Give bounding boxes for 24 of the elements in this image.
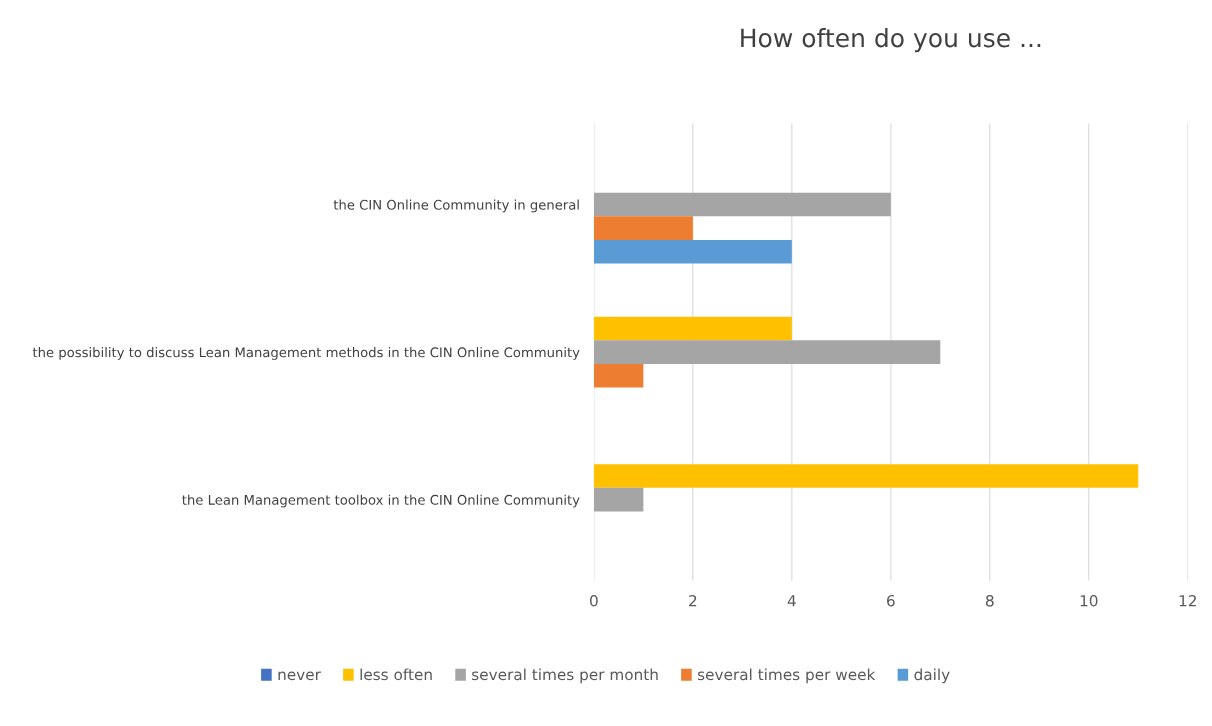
legend-label: several times per week bbox=[697, 668, 876, 684]
bar bbox=[593, 340, 941, 364]
x-tick-label: 4 bbox=[787, 595, 796, 607]
bar bbox=[593, 192, 891, 217]
x-tick-label: 0 bbox=[590, 594, 598, 607]
x-tick-label: 10 bbox=[1080, 594, 1098, 607]
chart-title: How often do you use ... bbox=[741, 28, 1041, 53]
legend-label: daily bbox=[914, 668, 950, 684]
y-tick-label: the possibility to discuss Lean Management methods in the CIN Online Community bbox=[32, 347, 580, 360]
x-tick-label: 8 bbox=[985, 594, 994, 607]
x-tick-label: 2 bbox=[689, 594, 697, 607]
bar bbox=[593, 316, 792, 341]
legend-label: never bbox=[278, 671, 321, 681]
x-tick-label: 12 bbox=[1179, 594, 1196, 607]
bar bbox=[593, 464, 1139, 488]
y-tick-label: the Lean Management toolbox in the CIN Online Community bbox=[182, 494, 580, 508]
legend-label: less often bbox=[360, 668, 432, 681]
bar bbox=[593, 487, 644, 512]
bar bbox=[593, 216, 693, 240]
x-tick-label: 6 bbox=[887, 594, 895, 607]
y-tick-label: the CIN Online Community in general bbox=[333, 199, 579, 213]
bar bbox=[593, 363, 644, 388]
bar bbox=[593, 239, 792, 264]
legend-label: several times per month bbox=[472, 668, 658, 684]
